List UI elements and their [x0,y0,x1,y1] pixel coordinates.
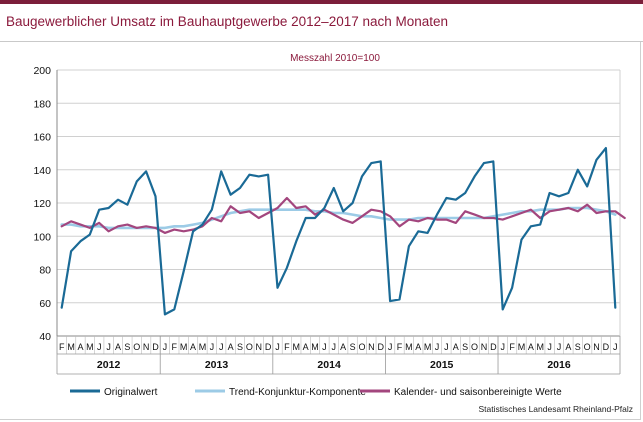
source-note: Statistisches Landesamt Rheinland-Pfalz [478,404,634,414]
x-month-label: M [311,342,319,352]
x-month-label: J [106,342,111,352]
chart-title: Baugewerblicher Umsatz im Bauhauptgewerb… [6,14,449,29]
x-month-label: F [509,342,515,352]
x-month-label: S [575,342,581,352]
y-tick-label: 80 [39,265,51,277]
x-month-label: M [518,342,526,352]
title-divider [0,41,643,42]
x-month-label: D [377,342,384,352]
x-month-label: J [97,342,102,352]
x-month-label: J [435,342,440,352]
x-month-label: J [322,342,327,352]
x-month-label: N [481,342,488,352]
x-month-label: O [246,342,253,352]
x-month-label: D [490,342,497,352]
y-tick-label: 100 [33,231,51,243]
x-month-label: A [340,342,346,352]
x-month-label: M [86,342,94,352]
y-tick-label: 140 [33,165,51,177]
x-month-label: J [557,342,562,352]
x-month-label: O [133,342,140,352]
x-month-label: A [190,342,196,352]
x-year-label: 2016 [547,359,571,371]
legend-label: Trend-Konjunktur-Komponente [229,387,366,398]
legend-label: Kalender- und saisonbereinigte Werte [394,387,562,398]
x-month-label: J [275,342,280,352]
x-month-label: M [424,342,432,352]
x-month-label: A [77,342,83,352]
series-line-original [60,146,617,316]
x-month-label: J [444,342,449,352]
series-line-adjusted [60,196,626,234]
x-month-label: M [180,342,188,352]
x-month-label: A [303,342,309,352]
x-month-label: F [397,342,403,352]
chart-unit-label: Messzahl 2010=100 [290,53,380,64]
x-month-label: N [143,342,150,352]
x-month-label: A [453,342,459,352]
x-month-label: A [228,342,234,352]
legend: Originalwert Trend-Konjunktur-Komponente K… [70,387,562,398]
x-month-label: J [163,342,168,352]
x-month-label: A [528,342,534,352]
legend-label: Originalwert [104,387,158,398]
x-month-label: F [284,342,290,352]
x-axis-year-labels: 2012 2013 2014 2015 2016 [56,336,621,375]
x-month-label: J [219,342,224,352]
x-month-label: O [471,342,478,352]
x-month-label: A [415,342,421,352]
line-chart: Messzahl 2010=100 40 60 80 100 120 140 160 180 2… [33,53,626,398]
x-month-label: N [593,342,600,352]
x-month-label: J [210,342,215,352]
x-month-label: O [358,342,365,352]
x-month-label: M [67,342,75,352]
x-month-label: A [115,342,121,352]
y-tick-label: 40 [39,331,51,343]
y-tick-label: 60 [39,298,51,310]
chart-frame [0,42,641,420]
x-year-label: 2014 [317,359,341,371]
x-month-label: S [462,342,468,352]
x-month-label: S [237,342,243,352]
x-month-label: M [199,342,207,352]
series-lines [60,146,626,316]
x-year-label: 2013 [205,359,229,371]
x-month-label: A [565,342,571,352]
x-month-label: D [152,342,159,352]
x-year-label: 2012 [97,359,121,371]
x-month-label: S [124,342,130,352]
x-month-label: J [613,342,618,352]
x-month-label: N [368,342,375,352]
x-month-label: J [500,342,505,352]
x-month-label: N [255,342,262,352]
x-month-label: J [388,342,393,352]
x-month-label: F [172,342,178,352]
x-month-label: D [603,342,610,352]
y-axis-tick-labels: 40 60 80 100 120 140 160 180 200 [33,65,51,343]
x-month-label: J [332,342,337,352]
y-tick-label: 120 [33,198,51,210]
y-tick-label: 180 [33,98,51,110]
x-month-label: J [547,342,552,352]
x-month-label: F [59,342,65,352]
y-tick-label: 200 [33,65,51,77]
x-year-label: 2015 [430,359,454,371]
x-month-label: M [293,342,301,352]
x-month-label: S [350,342,356,352]
grid-lines [57,69,620,337]
brand-top-rule [0,0,643,4]
x-month-label: D [265,342,272,352]
y-tick-label: 160 [33,132,51,144]
x-month-label: M [536,342,544,352]
x-month-label: M [405,342,413,352]
x-month-label: O [584,342,591,352]
